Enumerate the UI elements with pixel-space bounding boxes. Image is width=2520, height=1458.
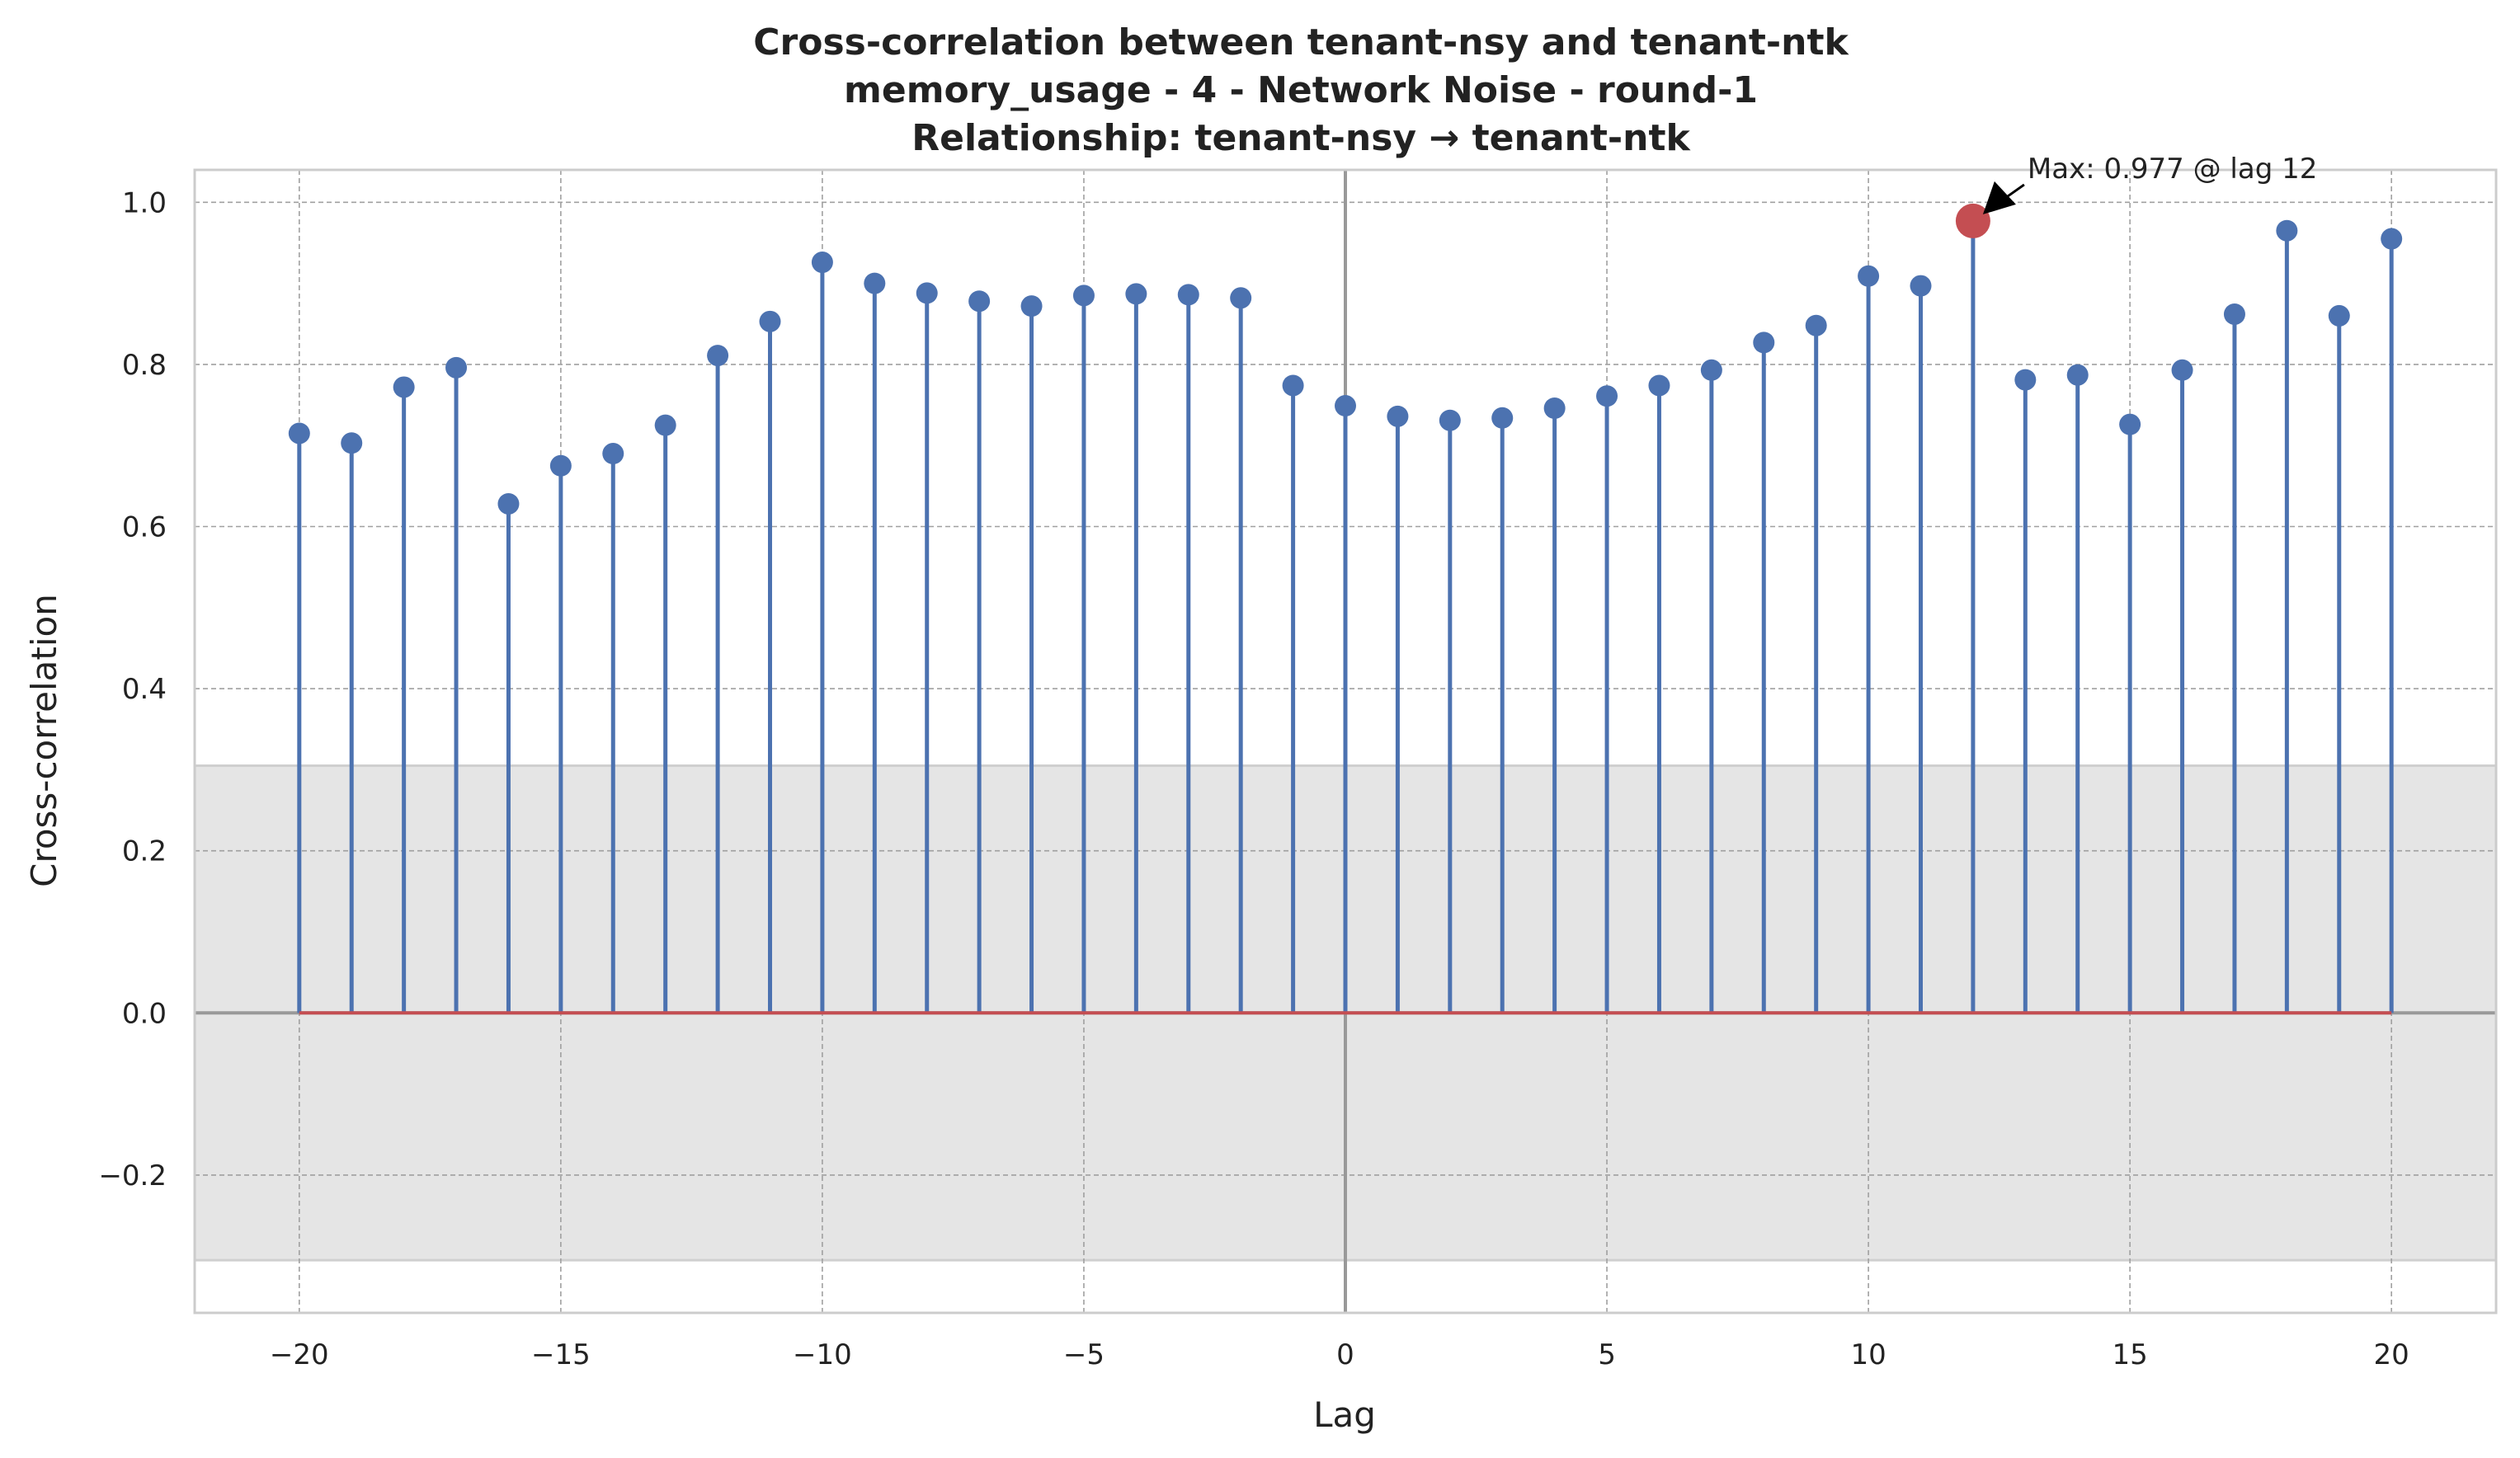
stem-marker xyxy=(759,310,781,332)
stem-marker xyxy=(1543,397,1566,419)
stem-marker xyxy=(1910,275,1932,297)
y-axis-label: Cross-correlation xyxy=(24,594,64,887)
stem-marker xyxy=(2119,413,2141,435)
stem-marker xyxy=(2014,369,2037,391)
stem-marker xyxy=(1596,385,1618,407)
stem-marker xyxy=(1230,287,1252,309)
x-tick-label: 20 xyxy=(2374,1338,2409,1371)
stem-marker xyxy=(1858,265,1880,287)
stem-marker xyxy=(654,414,676,436)
stem-marker xyxy=(288,422,310,444)
stem-marker xyxy=(2223,303,2245,325)
x-tick-label: −20 xyxy=(270,1338,329,1371)
stem-marker xyxy=(2276,219,2298,242)
stem-marker xyxy=(393,376,415,398)
stem-marker xyxy=(2381,228,2403,250)
max-marker xyxy=(1955,203,1990,238)
stem-marker xyxy=(1439,409,1461,431)
stem-marker xyxy=(1125,283,1147,305)
x-tick-label: 15 xyxy=(2113,1338,2148,1371)
y-tick-label: −0.2 xyxy=(98,1159,167,1192)
stem-marker xyxy=(445,356,468,379)
stem-marker xyxy=(864,272,886,294)
x-tick-label: −10 xyxy=(793,1338,852,1371)
stem-marker xyxy=(497,492,520,515)
stem-marker xyxy=(1753,332,1775,354)
x-tick-label: 5 xyxy=(1598,1338,1616,1371)
title-line-2: memory_usage - 4 - Network Noise - round… xyxy=(844,69,1758,111)
stem-marker xyxy=(549,454,572,477)
stem-marker xyxy=(2171,359,2193,381)
stem-marker xyxy=(1282,374,1304,397)
y-tick-label: 0.2 xyxy=(122,835,167,868)
x-axis-label: Lag xyxy=(1313,1395,1376,1435)
stem-marker xyxy=(916,282,938,304)
x-tick-label: 10 xyxy=(1850,1338,1886,1371)
y-tick-label: 1.0 xyxy=(122,186,167,219)
stem-marker xyxy=(1700,359,1722,381)
stem-marker xyxy=(1177,284,1199,306)
stem-marker xyxy=(1491,407,1514,429)
stem-marker xyxy=(2066,364,2089,386)
stem-marker xyxy=(1805,314,1827,336)
title-line-1: Cross-correlation between tenant-nsy and… xyxy=(753,21,1849,63)
x-tick-label: −15 xyxy=(531,1338,591,1371)
y-tick-label: 0.0 xyxy=(122,997,167,1030)
stem-marker xyxy=(1648,374,1670,397)
stem-marker xyxy=(341,432,363,454)
y-tick-label: 0.8 xyxy=(122,349,167,382)
plot-frame xyxy=(193,168,2498,1315)
stem-marker xyxy=(1020,295,1043,317)
chart-title: Cross-correlation between tenant-nsy and… xyxy=(753,21,1849,159)
max-annotation-label: Max: 0.977 @ lag 12 xyxy=(2028,153,2317,186)
x-tick-label: −5 xyxy=(1063,1338,1105,1371)
stem-marker xyxy=(2328,304,2350,327)
stem-marker xyxy=(1387,405,1409,427)
stem-marker xyxy=(1335,395,1356,417)
y-tick-label: 0.4 xyxy=(122,673,167,706)
stem-marker xyxy=(707,345,729,367)
stem-marker xyxy=(968,290,991,313)
x-tick-label: 0 xyxy=(1336,1338,1354,1371)
title-line-3: Relationship: tenant-nsy → tenant-ntk xyxy=(911,117,1691,159)
stem-marker xyxy=(602,443,624,465)
stem-marker xyxy=(811,252,833,274)
stem-marker xyxy=(1072,285,1095,307)
plot-area: −20 −15 −10 −5 0 5 10 15 20 −0.2 0.0 0.2 0.4 0.6 0.8 1.… xyxy=(98,168,2498,1371)
annotation-arrow-head xyxy=(1982,181,2016,214)
y-tick-label: 0.6 xyxy=(122,511,167,544)
